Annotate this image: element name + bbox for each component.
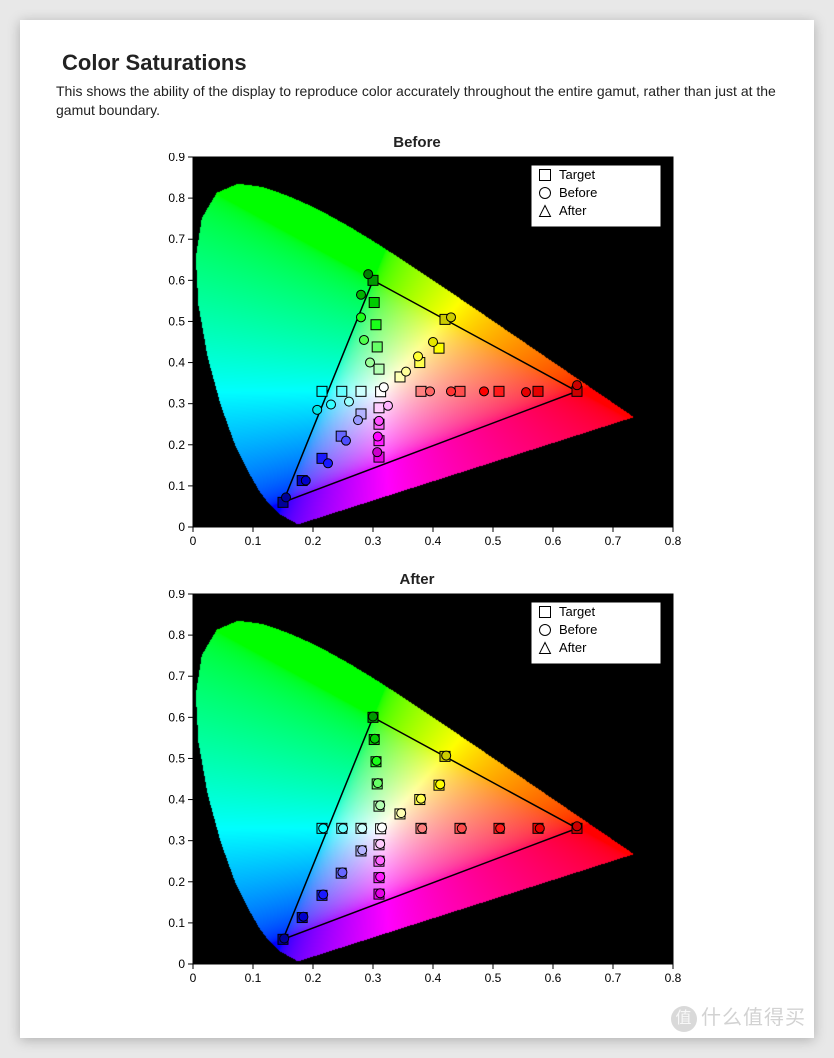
cie-chart: 0 0.1 0.2 0.3 0.4 0.5 0.6 0.7 0.8 0 0.1 0.2 0.3 0.4 0.… (147, 153, 687, 553)
svg-text:0.1: 0.1 (168, 916, 185, 930)
svg-text:Before: Before (559, 185, 597, 200)
chart-title: After (147, 571, 687, 588)
svg-text:Target: Target (559, 167, 596, 182)
svg-text:0.1: 0.1 (245, 971, 262, 985)
svg-text:0.9: 0.9 (168, 153, 185, 164)
svg-text:0: 0 (190, 534, 197, 548)
svg-text:0.3: 0.3 (365, 971, 382, 985)
y-axis: 0 0.1 0.2 0.3 0.4 0.5 0.6 0.7 0.8 0.9 (168, 590, 193, 971)
svg-text:0.6: 0.6 (168, 273, 185, 287)
svg-text:Before: Before (559, 622, 597, 637)
svg-text:0.6: 0.6 (168, 710, 185, 724)
svg-text:0.7: 0.7 (605, 971, 622, 985)
svg-text:0.8: 0.8 (168, 191, 185, 205)
watermark-badge: 值 (671, 1006, 697, 1032)
svg-text:0.4: 0.4 (425, 534, 442, 548)
report-page: Color Saturations This shows the ability… (20, 20, 814, 1038)
svg-text:0.9: 0.9 (168, 590, 185, 601)
svg-text:0.4: 0.4 (168, 792, 185, 806)
watermark: 值什么值得买 (671, 1001, 806, 1032)
legend: Target Before After (531, 602, 661, 664)
svg-text:After: After (559, 203, 587, 218)
section-subtitle: This shows the ability of the display to… (56, 82, 778, 120)
x-axis: 0 0.1 0.2 0.3 0.4 0.5 0.6 0.7 0.8 (190, 527, 682, 548)
svg-text:0.2: 0.2 (305, 534, 322, 548)
svg-text:0.8: 0.8 (168, 628, 185, 642)
legend: Target Before After (531, 165, 661, 227)
svg-text:0.2: 0.2 (168, 438, 185, 452)
svg-text:0.1: 0.1 (245, 534, 262, 548)
svg-text:0.5: 0.5 (168, 751, 185, 765)
svg-text:0.2: 0.2 (305, 971, 322, 985)
svg-text:0.2: 0.2 (168, 875, 185, 889)
svg-text:0.5: 0.5 (485, 971, 502, 985)
charts-container: Before 0 0.1 0.2 0.3 0.4 0.5 0.6 0.7 0.8 0 0.1 0.2 0.… (56, 134, 778, 990)
svg-text:0.7: 0.7 (605, 534, 622, 548)
watermark-text: 什么值得买 (701, 1007, 806, 1029)
chart-panel: After 0 0.1 0.2 0.3 0.4 0.5 0.6 0.7 0.8 0 0.1 0.2 0.3… (147, 571, 687, 990)
chart-panel: Before 0 0.1 0.2 0.3 0.4 0.5 0.6 0.7 0.8 0 0.1 0.2 0.… (147, 134, 687, 553)
svg-text:Target: Target (559, 604, 596, 619)
svg-text:0.6: 0.6 (545, 534, 562, 548)
svg-text:0.5: 0.5 (168, 314, 185, 328)
svg-text:After: After (559, 640, 587, 655)
svg-text:0: 0 (190, 971, 197, 985)
chart-title: Before (147, 134, 687, 151)
svg-text:0: 0 (178, 520, 185, 534)
svg-text:0.4: 0.4 (168, 355, 185, 369)
y-axis: 0 0.1 0.2 0.3 0.4 0.5 0.6 0.7 0.8 0.9 (168, 153, 193, 534)
svg-text:0.7: 0.7 (168, 669, 185, 683)
svg-text:0: 0 (178, 957, 185, 971)
svg-text:0.7: 0.7 (168, 232, 185, 246)
cie-chart: 0 0.1 0.2 0.3 0.4 0.5 0.6 0.7 0.8 0 0.1 0.2 0.3 0.4 0.… (147, 590, 687, 990)
svg-text:0.3: 0.3 (168, 396, 185, 410)
svg-text:0.4: 0.4 (425, 971, 442, 985)
svg-text:0.6: 0.6 (545, 971, 562, 985)
section-title: Color Saturations (62, 50, 778, 76)
svg-text:0.8: 0.8 (665, 971, 682, 985)
svg-text:0.5: 0.5 (485, 534, 502, 548)
svg-text:0.3: 0.3 (168, 833, 185, 847)
svg-text:0.8: 0.8 (665, 534, 682, 548)
svg-text:0.3: 0.3 (365, 534, 382, 548)
x-axis: 0 0.1 0.2 0.3 0.4 0.5 0.6 0.7 0.8 (190, 964, 682, 985)
svg-text:0.1: 0.1 (168, 479, 185, 493)
